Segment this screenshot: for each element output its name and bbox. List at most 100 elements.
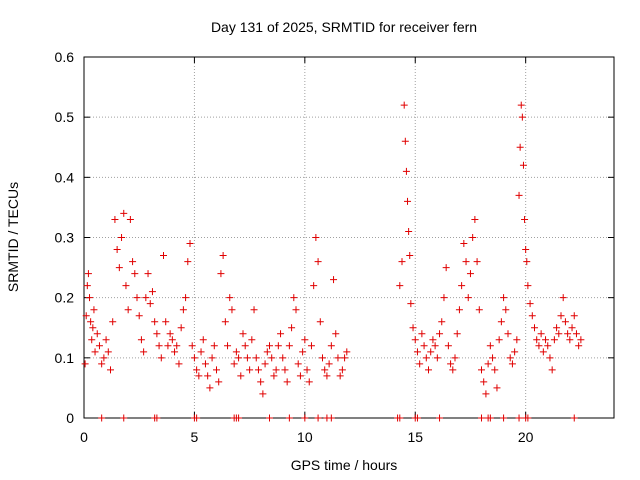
data-point — [179, 306, 187, 314]
data-point — [171, 348, 179, 356]
data-point — [546, 354, 554, 362]
x-tick-label: 10 — [297, 429, 313, 445]
data-point — [148, 288, 156, 296]
data-point — [91, 348, 99, 356]
data-point — [478, 366, 485, 374]
data-point — [473, 258, 481, 266]
data-point — [438, 318, 446, 326]
data-point — [122, 282, 130, 290]
data-point — [517, 101, 525, 109]
data-point — [519, 161, 527, 169]
data-point — [453, 330, 461, 338]
data-point — [524, 414, 532, 422]
data-point — [120, 414, 128, 422]
data-point — [343, 348, 351, 356]
data-point — [416, 360, 424, 368]
data-point — [144, 270, 152, 278]
data-point — [274, 342, 282, 350]
data-point — [201, 360, 209, 368]
data-point — [319, 354, 326, 362]
data-point — [305, 378, 313, 386]
data-point — [226, 294, 234, 302]
data-point — [491, 366, 499, 374]
data-point — [254, 366, 262, 374]
data-point — [455, 306, 463, 314]
data-point — [301, 336, 309, 344]
data-point — [120, 209, 128, 217]
data-point — [190, 354, 198, 362]
data-point — [396, 282, 404, 290]
data-point — [285, 414, 293, 422]
data-point — [539, 348, 547, 356]
data-point — [140, 348, 148, 356]
data-point — [523, 258, 531, 266]
data-point — [420, 342, 428, 350]
x-tick-label: 5 — [191, 429, 199, 445]
data-point — [248, 336, 256, 344]
data-point — [521, 215, 529, 223]
data-point — [204, 372, 212, 380]
data-point — [577, 336, 585, 344]
data-point — [559, 294, 567, 302]
data-point — [283, 378, 291, 386]
data-point — [502, 306, 510, 314]
data-point — [422, 354, 430, 362]
data-point — [310, 282, 318, 290]
data-point — [515, 414, 523, 422]
data-point — [413, 348, 421, 356]
data-point — [135, 312, 143, 320]
data-point — [542, 336, 550, 344]
data-point — [168, 336, 176, 344]
data-point — [146, 300, 154, 308]
data-point — [87, 318, 95, 326]
y-tick-label: 0.4 — [55, 169, 75, 185]
data-point — [429, 336, 437, 344]
y-tick-label: 0.5 — [55, 109, 75, 125]
data-point — [232, 348, 240, 356]
data-point — [469, 234, 477, 241]
data-point — [436, 414, 444, 422]
data-point — [90, 306, 98, 314]
data-point — [182, 294, 190, 302]
data-point — [334, 354, 342, 362]
data-point — [129, 258, 137, 266]
data-point — [266, 342, 273, 350]
data-point — [544, 342, 552, 350]
data-point — [250, 306, 258, 314]
data-point — [451, 354, 459, 362]
data-point — [402, 167, 410, 175]
y-axis-label: SRMTID / TECUs — [5, 182, 21, 292]
data-point — [475, 306, 483, 314]
data-point — [570, 312, 578, 320]
data-point — [142, 294, 150, 302]
data-point — [272, 366, 280, 374]
data-point — [184, 258, 192, 266]
data-point — [224, 342, 232, 350]
data-point — [508, 360, 516, 368]
data-point — [292, 306, 300, 314]
data-point — [215, 378, 223, 386]
data-point — [230, 360, 238, 368]
data-point — [177, 324, 185, 332]
data-point — [243, 354, 251, 362]
data-point — [296, 372, 304, 380]
data-point — [572, 330, 580, 338]
data-point — [81, 360, 89, 368]
data-points — [81, 101, 585, 422]
data-point — [458, 282, 466, 290]
data-point — [268, 354, 276, 362]
data-point — [221, 318, 229, 326]
data-point — [524, 282, 532, 290]
data-point — [228, 306, 236, 314]
data-point — [548, 366, 556, 374]
data-point — [515, 191, 523, 199]
data-point — [316, 318, 324, 326]
data-point — [314, 414, 322, 422]
data-point — [575, 342, 583, 350]
x-tick-label: 20 — [518, 429, 534, 445]
data-point — [535, 342, 543, 350]
data-point — [407, 300, 415, 308]
grid — [84, 57, 614, 418]
data-point — [131, 270, 139, 278]
